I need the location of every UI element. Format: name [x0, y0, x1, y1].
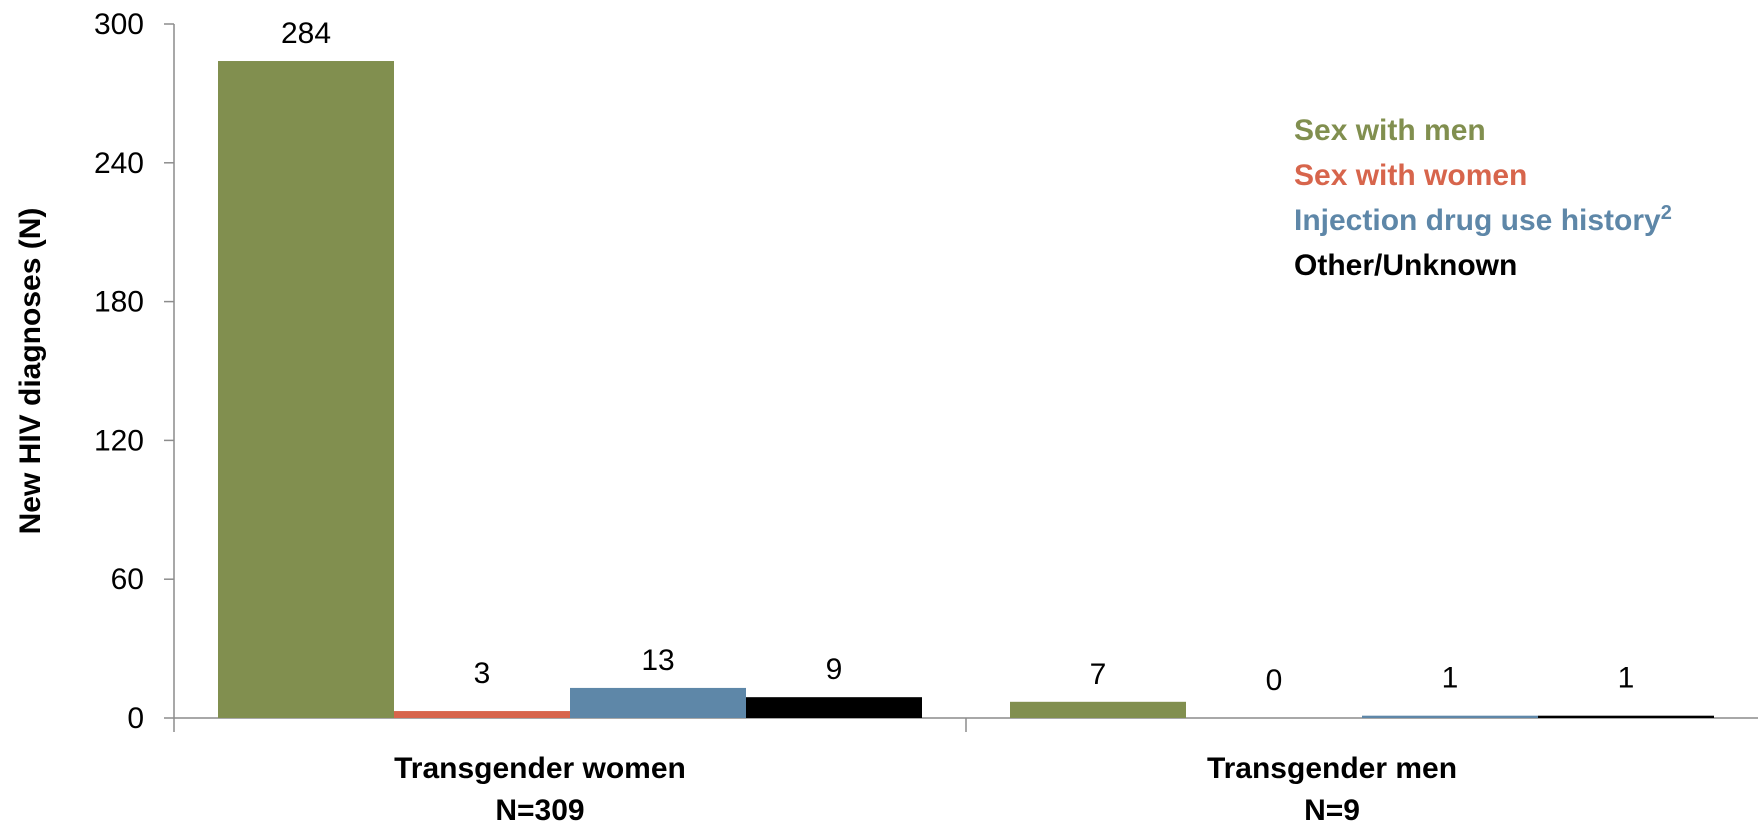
data-label: 1 — [1618, 662, 1635, 695]
y-tick-label: 180 — [94, 286, 144, 319]
bar — [1010, 701, 1186, 718]
bar — [1538, 715, 1714, 718]
bar — [218, 61, 394, 719]
y-tick-label: 240 — [94, 147, 144, 180]
y-tick-label: 0 — [127, 702, 144, 735]
legend-entry-label: Injection drug use history — [1294, 204, 1661, 237]
legend-entry: Sex with men — [1294, 114, 1486, 147]
category-count-label: N=9 — [1304, 794, 1360, 827]
legend-entry-label: Other/Unknown — [1294, 249, 1517, 282]
category-labels: Transgender women N=309 Transgender men N=9 — [394, 752, 1457, 827]
y-axis-title: New HIV diagnoses (N) — [14, 208, 47, 535]
legend-entry: Other/Unknown — [1294, 249, 1517, 282]
bar — [1362, 715, 1538, 718]
category-label: Transgender women — [394, 752, 686, 785]
data-label: 13 — [641, 644, 674, 677]
data-labels: 284 3 13 9 7 0 1 1 — [281, 17, 1634, 697]
data-label: 284 — [281, 17, 331, 50]
y-tick-label: 60 — [111, 563, 144, 596]
bar — [394, 711, 570, 718]
legend: Sex with men Sex with women Injection drug… — [1294, 114, 1672, 282]
data-label: 7 — [1090, 658, 1107, 691]
legend-entry-label: Sex with women — [1294, 159, 1527, 192]
y-tick-label: 300 — [94, 8, 144, 41]
data-label: 0 — [1266, 664, 1283, 697]
y-axis: 0 60 120 180 240 300 — [94, 8, 175, 735]
data-label: 9 — [826, 653, 843, 686]
legend-entry: Injection drug use history2 — [1294, 202, 1672, 237]
bar — [570, 687, 746, 718]
data-label: 1 — [1442, 662, 1459, 695]
y-tick-label: 120 — [94, 424, 144, 457]
bar — [746, 697, 922, 718]
x-axis — [173, 717, 1758, 732]
data-label: 3 — [474, 657, 491, 690]
legend-entry-label: Sex with men — [1294, 114, 1486, 147]
legend-footnote-superscript: 2 — [1661, 202, 1672, 224]
category-count-label: N=309 — [495, 794, 584, 827]
bars — [218, 61, 1714, 719]
category-label: Transgender men — [1207, 752, 1457, 785]
legend-entry: Sex with women — [1294, 159, 1527, 192]
